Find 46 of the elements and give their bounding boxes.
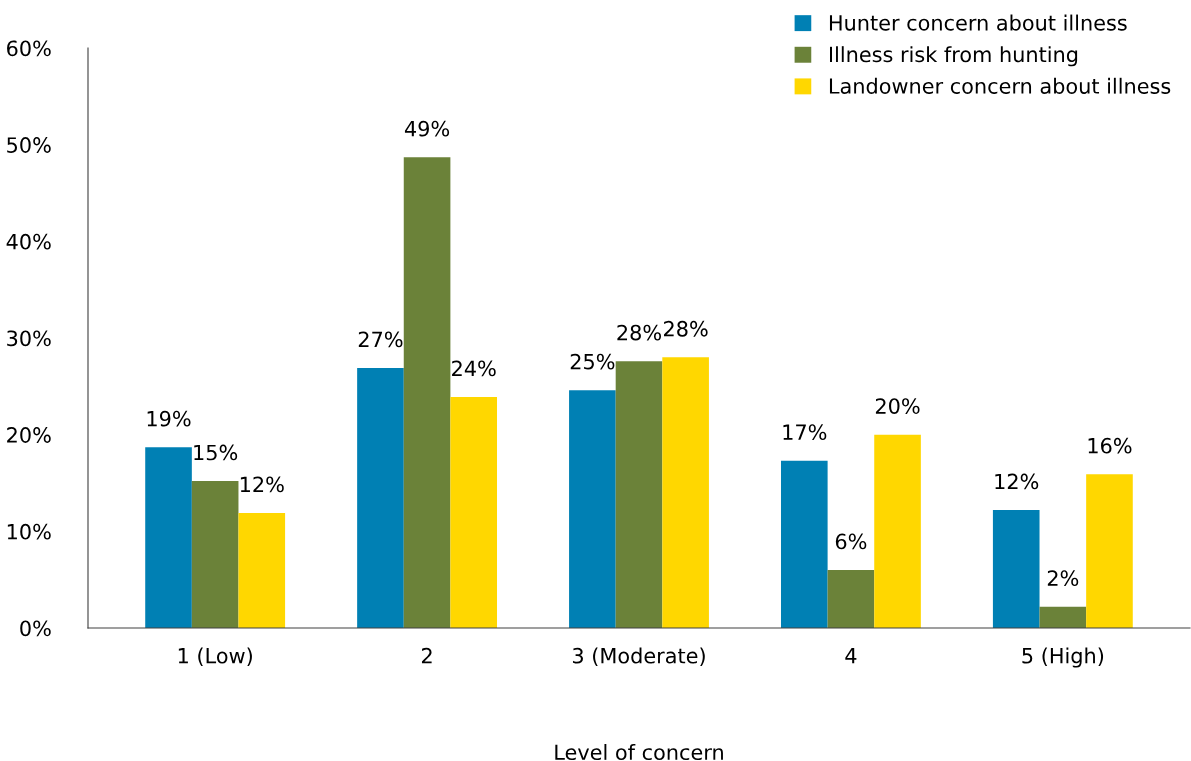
- y-tick-label: 0%: [20, 620, 51, 637]
- y-tick-label: 30%: [7, 330, 51, 347]
- data-label: 17%: [783, 424, 827, 441]
- bar: [827, 570, 875, 628]
- bar: [403, 157, 451, 628]
- data-label: 28%: [664, 320, 708, 337]
- bar: [662, 357, 709, 628]
- bar: [238, 512, 286, 628]
- data-label: 28%: [617, 324, 661, 341]
- bar: [1086, 474, 1133, 628]
- y-tick-label: 10%: [7, 523, 51, 540]
- bar: [780, 460, 828, 628]
- legend-label: Landowner concern about illness: [829, 77, 1171, 94]
- y-tick-label: 20%: [7, 427, 51, 443]
- data-label: 12%: [995, 473, 1039, 490]
- x-tick-label: 1 (Low): [178, 647, 252, 667]
- data-label: 15%: [194, 444, 238, 461]
- data-label: 27%: [358, 331, 403, 348]
- bar: [874, 434, 921, 628]
- bar: [145, 447, 192, 628]
- y-tick-label: 40%: [6, 233, 51, 250]
- x-tick-label: 2: [421, 647, 432, 664]
- x-tick-label: 3 (Moderate): [572, 647, 705, 667]
- x-tick-label: 5 (High): [1022, 647, 1104, 668]
- bar: [1039, 606, 1087, 628]
- bar: [992, 510, 1040, 628]
- data-label: 6%: [835, 533, 867, 550]
- x-tick-label: 4: [845, 648, 857, 664]
- y-tick-label: 60%: [7, 40, 51, 57]
- data-label: 2%: [1047, 570, 1079, 587]
- bar: [615, 361, 663, 628]
- data-label: 20%: [875, 398, 920, 414]
- data-label: 25%: [570, 353, 615, 370]
- x-axis-title: Level of concern: [555, 744, 723, 761]
- legend-label: Hunter concern about illness: [829, 14, 1127, 31]
- bar: [450, 396, 498, 628]
- bar: [357, 367, 404, 628]
- bar: [191, 481, 239, 628]
- data-label: 12%: [240, 476, 284, 493]
- data-label: 24%: [452, 360, 496, 377]
- data-label: 16%: [1088, 437, 1132, 454]
- legend-label: Illness risk from hunting: [829, 46, 1078, 67]
- y-tick-label: 50%: [7, 137, 51, 153]
- data-label: 19%: [147, 410, 191, 427]
- data-label: 49%: [404, 120, 450, 137]
- bar: [569, 390, 616, 628]
